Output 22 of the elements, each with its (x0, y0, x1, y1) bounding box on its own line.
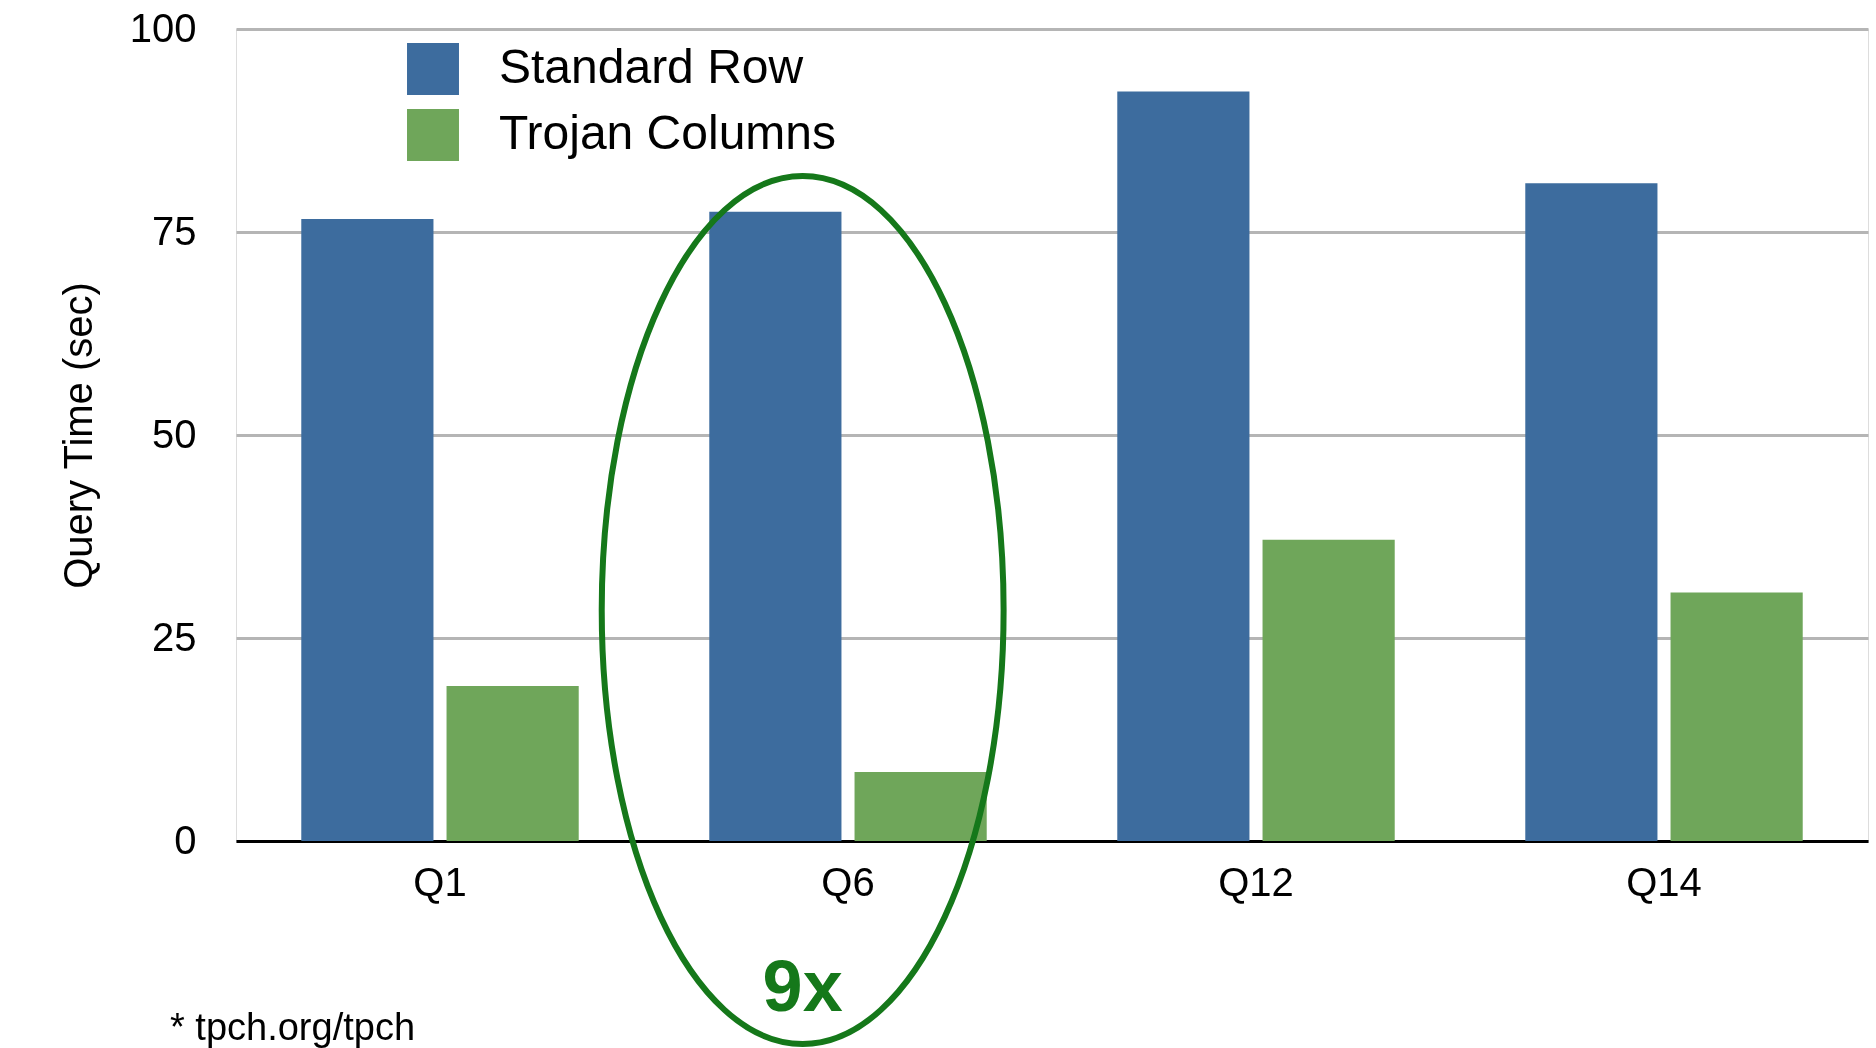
x-tick-label: Q6 (821, 859, 875, 904)
text: * tpch.org/tpch (170, 1006, 416, 1048)
x-tick-label: Q1 (413, 859, 467, 904)
bar (1670, 592, 1803, 841)
x-tick-label: Q12 (1218, 859, 1294, 904)
y-tick-label: 75 (152, 208, 197, 253)
bar (1117, 91, 1250, 841)
bar (1262, 539, 1395, 841)
x-tick-label: Q14 (1626, 859, 1702, 904)
y-tick-label: 50 (152, 411, 197, 456)
y-tick-label: 25 (152, 614, 197, 659)
legend-label: Standard Row (499, 40, 804, 93)
bar (446, 685, 579, 841)
bar (1525, 183, 1658, 841)
y-tick-label: 0 (174, 817, 197, 862)
y-tick-label: 100 (129, 5, 197, 50)
bar (709, 211, 842, 841)
legend-label: Trojan Columns (499, 106, 837, 159)
text: 9x (762, 946, 843, 1026)
bar (854, 771, 987, 841)
y-axis-title: Query Time (sec) (55, 282, 100, 589)
bar (301, 219, 434, 841)
